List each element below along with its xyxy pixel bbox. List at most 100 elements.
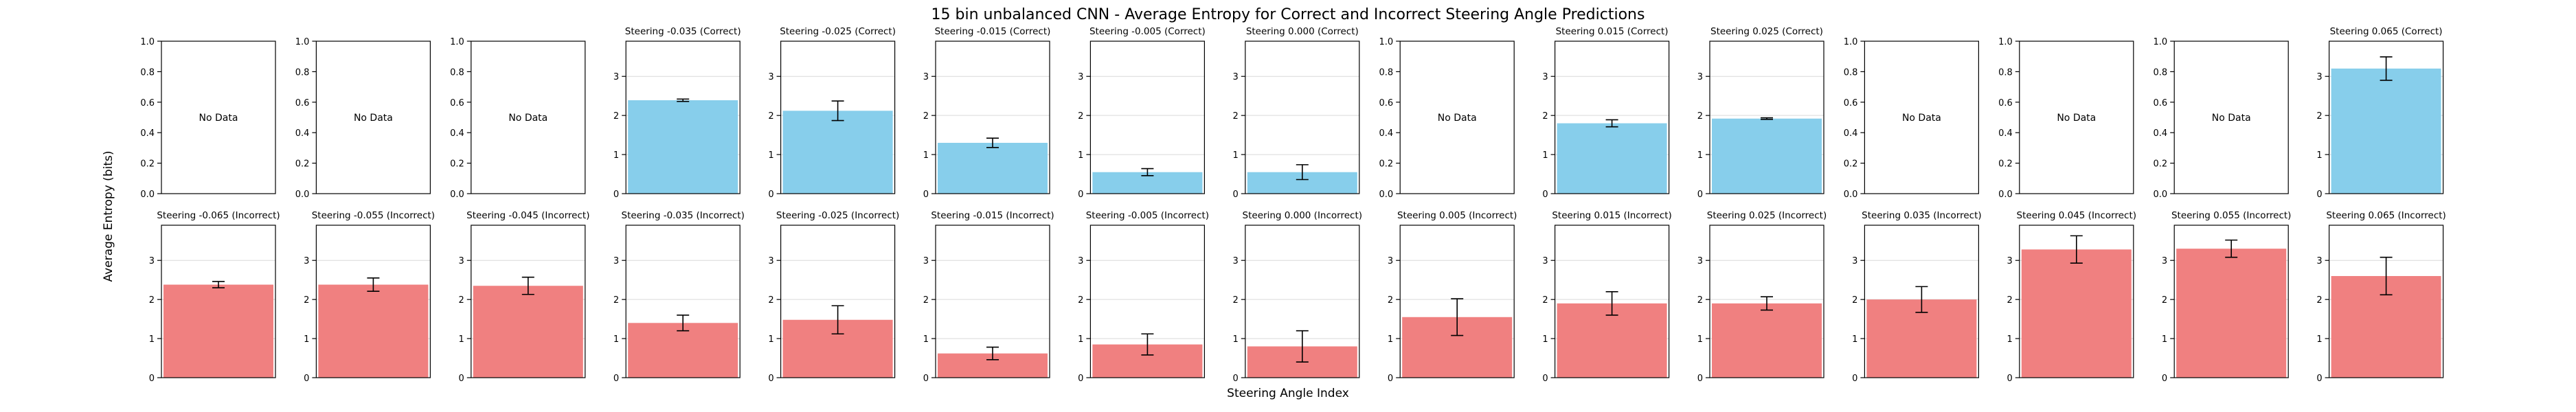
subplot-frame bbox=[2329, 41, 2444, 194]
subplot-incorrect-10: 0 1 2 3 Steering 0.025 (Incorrect) bbox=[1697, 210, 1827, 384]
subplot-frame bbox=[1089, 41, 1206, 194]
no-data-label: No Data bbox=[1438, 113, 1477, 124]
ytick-label: 0.2 bbox=[140, 159, 155, 170]
subplot-title: Steering 0.015 (Correct) bbox=[1556, 26, 1669, 37]
ytick-label: 0.6 bbox=[1998, 98, 2013, 108]
ytick-label: 0.8 bbox=[450, 67, 464, 78]
subplot-title: Steering 0.015 (Incorrect) bbox=[1552, 210, 1671, 221]
subplot-correct-9: 0 1 2 3 Steering 0.015 (Correct) bbox=[1542, 26, 1670, 200]
subplot-frame bbox=[2019, 225, 2134, 378]
ytick-label: 0 bbox=[1697, 374, 1703, 384]
ytick-label: 0.4 bbox=[1844, 128, 1858, 139]
subplot-frame bbox=[315, 41, 431, 194]
ytick-label: 1.0 bbox=[1844, 37, 1858, 47]
ytick-label: 0.2 bbox=[1998, 159, 2013, 170]
figure-ylabel: Average Entropy (bits) bbox=[102, 151, 115, 282]
ytick-label: 1 bbox=[459, 334, 464, 345]
ytick-label: 0.6 bbox=[1379, 98, 1394, 108]
bar bbox=[2331, 68, 2441, 194]
ytick-label: 0.8 bbox=[140, 67, 155, 78]
subplot-title: Steering 0.045 (Incorrect) bbox=[2017, 210, 2136, 221]
ytick-label: 0.4 bbox=[1998, 128, 2013, 139]
ytick-label: 0.4 bbox=[140, 128, 155, 139]
subplot-title: Steering -0.035 (Correct) bbox=[625, 26, 741, 37]
figure-title: 15 bin unbalanced CNN - Average Entropy … bbox=[931, 6, 1645, 23]
ytick-label: 0 bbox=[1852, 374, 1857, 384]
ytick-label: 0.4 bbox=[450, 128, 464, 139]
ytick-label: 3 bbox=[2162, 256, 2167, 266]
ytick-label: 0 bbox=[768, 190, 773, 200]
subplot-correct-10: 0 1 2 3 Steering 0.025 (Correct) bbox=[1697, 26, 1824, 200]
subplot-frame bbox=[780, 41, 896, 194]
subplot-title: Steering 0.005 (Incorrect) bbox=[1397, 210, 1517, 221]
subplot-frame bbox=[1709, 225, 1824, 378]
ytick-label: 3 bbox=[768, 72, 773, 82]
ytick-label: 2 bbox=[1233, 295, 1239, 306]
ytick-label: 1 bbox=[1078, 150, 1083, 161]
subplot-frame bbox=[1089, 225, 1206, 378]
ytick-label: 0 bbox=[2316, 190, 2322, 200]
subplot-title: Steering 0.000 (Correct) bbox=[1246, 26, 1359, 37]
ytick-label: 1 bbox=[923, 334, 929, 345]
subplot-incorrect-11: 0 1 2 3 Steering 0.035 (Incorrect) bbox=[1852, 210, 1982, 384]
ytick-label: 0 bbox=[923, 374, 929, 384]
no-data-label: No Data bbox=[354, 113, 393, 124]
ytick-label: 1 bbox=[1697, 150, 1703, 161]
subplot-frame bbox=[2329, 225, 2444, 378]
subplot-frame bbox=[625, 225, 741, 378]
subplot-incorrect-12: 0 1 2 3 Steering 0.045 (Incorrect) bbox=[2007, 210, 2137, 384]
bar bbox=[782, 111, 893, 194]
subplot-incorrect-6: 0 1 2 3 Steering -0.005 (Incorrect) bbox=[1078, 210, 1209, 384]
ytick-label: 0 bbox=[2007, 374, 2013, 384]
ytick-label: 3 bbox=[2007, 256, 2013, 266]
ytick-label: 0 bbox=[1388, 374, 1393, 384]
bar bbox=[1557, 123, 1667, 194]
subplot-incorrect-3: 0 1 2 3 Steering -0.035 (Incorrect) bbox=[613, 210, 745, 384]
ytick-label: 0.4 bbox=[295, 128, 310, 139]
ytick-label: 2 bbox=[2316, 295, 2322, 306]
ytick-label: 1 bbox=[1233, 150, 1239, 161]
subplot-correct-2: 0.0 0.2 0.4 0.6 0.8 1.0 No Data bbox=[450, 37, 586, 200]
bar bbox=[163, 284, 273, 378]
ytick-label: 0.4 bbox=[1379, 128, 1394, 139]
subplot-correct-4: 0 1 2 3 Steering -0.025 (Correct) bbox=[768, 26, 896, 200]
subplot-frame bbox=[1399, 225, 1515, 378]
subplot-frame bbox=[1709, 41, 1824, 194]
subplot-correct-13: 0.0 0.2 0.4 0.6 0.8 1.0 No Data bbox=[2154, 37, 2289, 200]
subplot-title: Steering 0.000 (Incorrect) bbox=[1243, 210, 1362, 221]
ytick-label: 0.0 bbox=[1379, 190, 1394, 200]
subplot-title: Steering 0.035 (Incorrect) bbox=[1862, 210, 1981, 221]
ytick-label: 0.6 bbox=[1844, 98, 1858, 108]
ytick-label: 0.8 bbox=[295, 67, 310, 78]
ytick-label: 0.0 bbox=[295, 190, 310, 200]
no-data-label: No Data bbox=[508, 113, 547, 124]
subplot-title: Steering -0.015 (Incorrect) bbox=[931, 210, 1054, 221]
subplot-title: Steering 0.065 (Correct) bbox=[2330, 26, 2443, 37]
ytick-label: 3 bbox=[1542, 256, 1548, 266]
ytick-label: 2 bbox=[768, 295, 773, 306]
subplot-correct-5: 0 1 2 3 Steering -0.015 (Correct) bbox=[923, 26, 1051, 200]
ytick-label: 3 bbox=[613, 256, 619, 266]
bar bbox=[473, 286, 583, 378]
ytick-label: 3 bbox=[1233, 72, 1239, 82]
bar bbox=[628, 323, 738, 378]
subplot-title: Steering -0.035 (Incorrect) bbox=[622, 210, 745, 221]
subplot-frame bbox=[935, 41, 1050, 194]
ytick-label: 0 bbox=[1542, 374, 1548, 384]
ytick-label: 3 bbox=[1697, 72, 1703, 82]
subplot-frame bbox=[935, 225, 1050, 378]
ytick-label: 1.0 bbox=[2154, 37, 2168, 47]
subplot-frame bbox=[1864, 41, 1979, 194]
ytick-label: 2 bbox=[1697, 111, 1703, 122]
ytick-label: 0 bbox=[768, 374, 773, 384]
subplot-title: Steering 0.025 (Incorrect) bbox=[1707, 210, 1827, 221]
subplot-correct-1: 0.0 0.2 0.4 0.6 0.8 1.0 No Data bbox=[295, 37, 431, 200]
ytick-label: 1 bbox=[2316, 150, 2322, 161]
ytick-label: 0.4 bbox=[2154, 128, 2168, 139]
ytick-label: 3 bbox=[2316, 256, 2322, 266]
ytick-label: 0.0 bbox=[1844, 190, 1858, 200]
subplot-frame bbox=[1555, 225, 1670, 378]
subplot-title: Steering -0.055 (Incorrect) bbox=[312, 210, 435, 221]
ytick-label: 1 bbox=[2007, 334, 2013, 345]
subplot-correct-12: 0.0 0.2 0.4 0.6 0.8 1.0 No Data bbox=[1998, 37, 2134, 200]
